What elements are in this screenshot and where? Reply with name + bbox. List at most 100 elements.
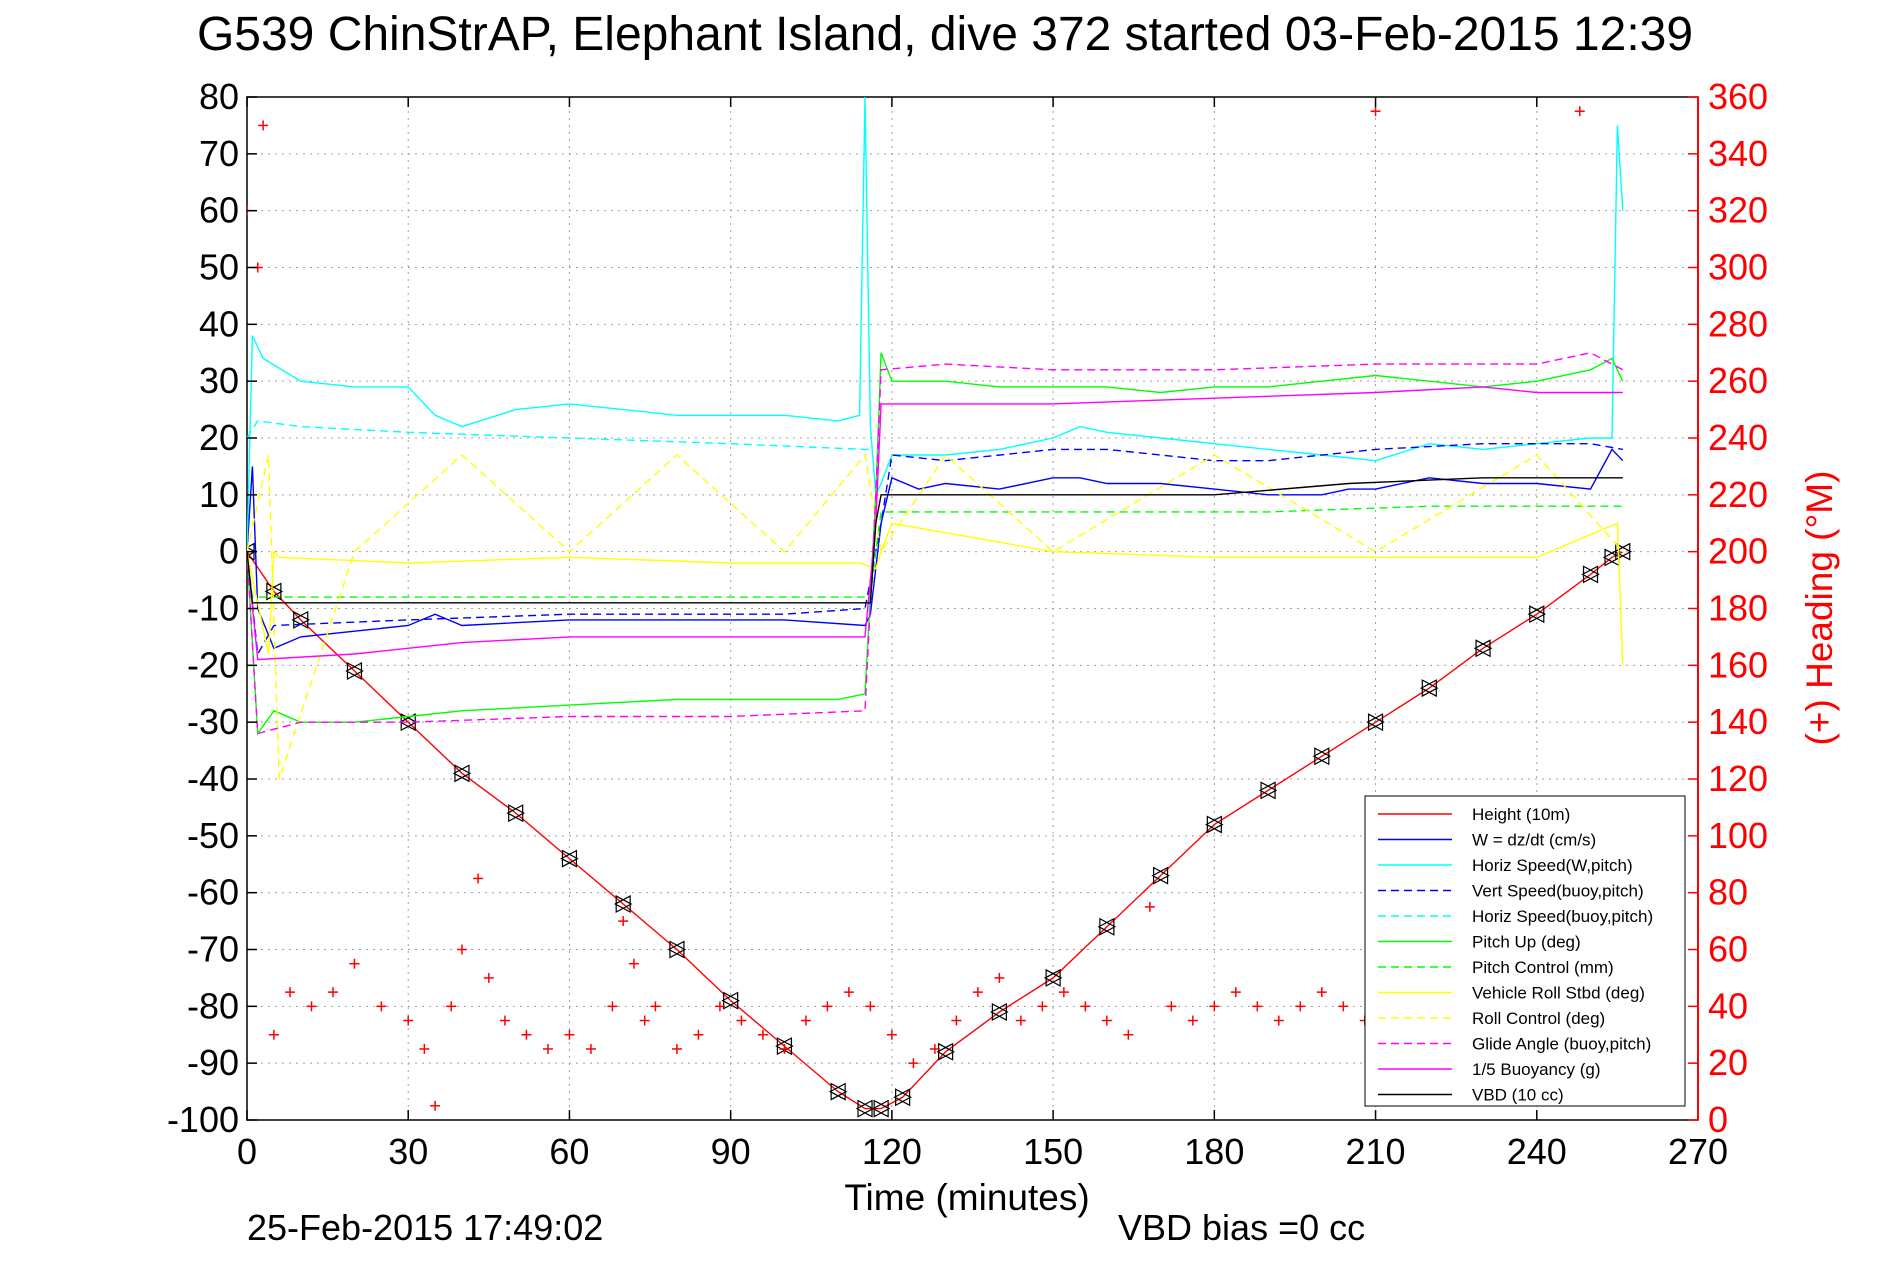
height-marker [936, 1042, 954, 1061]
x-tick-label: 90 [711, 1131, 751, 1172]
series-line [247, 551, 1624, 1110]
height-marker [667, 940, 685, 959]
heading-marker [843, 987, 854, 998]
heading-marker [929, 1043, 940, 1054]
y-tick-label: 10 [199, 474, 239, 515]
legend-label: W = dz/dt (cm/s) [1472, 831, 1596, 850]
y-tick-label: 80 [199, 76, 239, 117]
legend-label: 1/5 Buoyancy (g) [1472, 1060, 1601, 1079]
y-tick-label: -30 [187, 701, 239, 742]
legend-label: VBD (10 cc) [1472, 1086, 1564, 1105]
y-tick-label: -90 [187, 1042, 239, 1083]
legend-entry: 1/5 Buoyancy (g) [1378, 1060, 1601, 1079]
y2-tick-label: 220 [1708, 474, 1768, 515]
y-tick-label: -40 [187, 758, 239, 799]
height-marker [1151, 866, 1169, 885]
heading-marker [693, 1029, 704, 1040]
height-marker [345, 662, 363, 681]
heading-marker [800, 1015, 811, 1026]
heading-marker [419, 1043, 430, 1054]
height-marker [1613, 542, 1631, 561]
heading-marker [607, 1001, 618, 1012]
height-marker [1581, 565, 1599, 584]
heading-marker [671, 1043, 682, 1054]
heading-marker [822, 1001, 833, 1012]
heading-marker [865, 1001, 876, 1012]
heading-marker [1338, 1001, 1349, 1012]
x-tick-label: 210 [1346, 1131, 1406, 1172]
y2-tick-label: 180 [1708, 588, 1768, 629]
y2-axis-label: (+) Heading (°M) [1799, 471, 1840, 746]
heading-marker [628, 958, 639, 969]
y2-tick-label: 0 [1708, 1099, 1728, 1140]
height-marker [560, 849, 578, 868]
y2-tick-label: 300 [1708, 247, 1768, 288]
y-tick-label: 70 [199, 133, 239, 174]
heading-marker [1252, 1001, 1263, 1012]
y-tick-label: -10 [187, 588, 239, 629]
y-tick-label: -50 [187, 815, 239, 856]
y-tick-label: -60 [187, 872, 239, 913]
vbd-bias-label: VBD bias =0 cc [1118, 1207, 1365, 1248]
height-marker [613, 895, 631, 914]
y2-tick-label: 140 [1708, 701, 1768, 742]
heading-marker [779, 1043, 790, 1054]
height-marker [828, 1082, 846, 1101]
legend-label: Height (10m) [1472, 805, 1570, 824]
legend-entry: Height (10m) [1378, 805, 1570, 824]
legend-entry: Vehicle Roll Stbd (deg) [1378, 984, 1645, 1003]
heading-marker [1101, 1015, 1112, 1026]
x-tick-label: 60 [549, 1131, 589, 1172]
height-marker [1312, 747, 1330, 766]
footer-timestamp: 25-Feb-2015 17:49:02 [247, 1207, 603, 1248]
x-tick-label: 0 [237, 1131, 257, 1172]
y2-tick-label: 200 [1708, 531, 1768, 572]
heading-marker [757, 1029, 768, 1040]
height-marker [893, 1088, 911, 1107]
legend-label: Vehicle Roll Stbd (deg) [1472, 984, 1645, 1003]
y-tick-label: -80 [187, 985, 239, 1026]
series-line [247, 505, 1623, 598]
heading-marker [473, 873, 484, 884]
series-line [247, 477, 1623, 604]
legend-entry: Pitch Up (deg) [1378, 933, 1581, 952]
series-line [247, 453, 1624, 780]
legend-entry: Pitch Control (mm) [1378, 958, 1614, 977]
heading-marker [521, 1029, 532, 1040]
heading-marker [430, 1100, 441, 1111]
y-tick-label: -100 [167, 1099, 239, 1140]
heading-marker [1209, 1001, 1220, 1012]
heading-marker [908, 1058, 919, 1069]
x-axis: 0 30 60 90 120 150 180 210 240 270 [237, 97, 1728, 1172]
heading-marker [1037, 1001, 1048, 1012]
legend-entry: Glide Angle (buoy,pitch) [1378, 1035, 1651, 1054]
y2-tick-label: 40 [1708, 985, 1748, 1026]
y2-tick-label: 80 [1708, 872, 1748, 913]
heading-marker [585, 1043, 596, 1054]
heading-marker [714, 1001, 725, 1012]
heading-marker [483, 972, 494, 983]
heading-marker [1080, 1001, 1091, 1012]
y-tick-label: 0 [219, 531, 239, 572]
y2-tick-label: 360 [1708, 76, 1768, 117]
legend-entry: Vert Speed(buoy,pitch) [1378, 882, 1644, 901]
heading-marker [1230, 987, 1241, 998]
series-layer [247, 97, 1633, 1118]
x-tick-label: 150 [1023, 1131, 1083, 1172]
y2-tick-label: 120 [1708, 758, 1768, 799]
y2-tick-label: 240 [1708, 417, 1768, 458]
series-line [247, 420, 871, 451]
legend-box [1364, 795, 1686, 1107]
heading-marker [1295, 1001, 1306, 1012]
legend-label: Vert Speed(buoy,pitch) [1472, 882, 1644, 901]
height-marker [1205, 815, 1222, 834]
height-marker [1366, 713, 1384, 732]
y2-tick-label: 20 [1708, 1042, 1748, 1083]
heading-marker [456, 944, 467, 955]
height-marker [1097, 917, 1115, 936]
series-line [247, 352, 1624, 735]
series-line [247, 448, 1624, 650]
heading-marker [327, 987, 338, 998]
y-tick-label: 30 [199, 360, 239, 401]
y-tick-label: 50 [199, 247, 239, 288]
